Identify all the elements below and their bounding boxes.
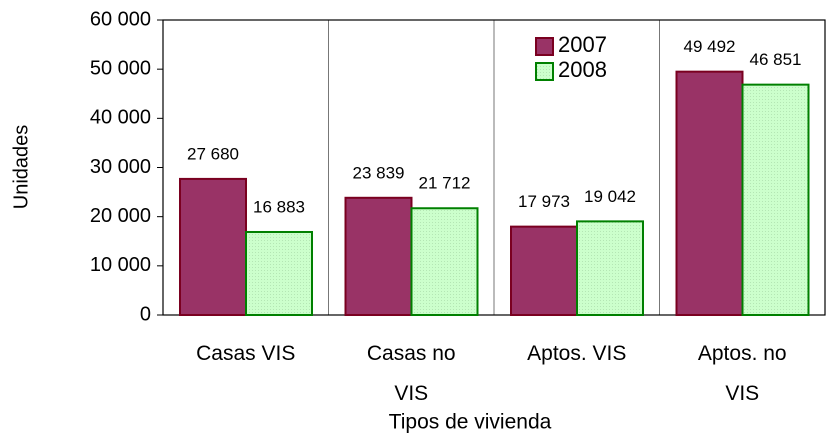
plot-frame [162,19,826,316]
bar [344,196,413,316]
y-tick-label: 30 000 [90,156,151,178]
legend-label: 2008 [558,57,607,82]
y-tick-label: 40 000 [90,107,151,129]
x-tick-label: Aptos. no VIS [697,342,787,405]
x-tick-label: Casas VIS [196,342,296,365]
y-tick-label: 0 [140,303,151,325]
bar [675,70,744,316]
y-tick-label: 10 000 [90,254,151,276]
y-tick-label: 20 000 [90,205,151,227]
bar [245,230,313,316]
bar [510,225,578,316]
data-label: 19 042 [584,187,636,206]
data-label: 16 883 [253,197,305,216]
legend-label: 2007 [558,32,607,57]
x-tick-label: Casas no VIS [366,342,456,405]
data-label: 17 973 [518,192,570,211]
legend-swatch [535,37,554,56]
data-label: 27 680 [187,144,239,163]
y-axis-title: Unidades [10,125,32,210]
data-label: 49 492 [684,37,736,56]
data-label: 23 839 [353,163,405,182]
x-tick-label: Aptos. VIS [527,342,627,365]
bar [179,177,247,316]
y-tick-label: 50 000 [90,57,151,79]
bar [741,83,810,316]
data-label: 21 712 [419,174,471,193]
legend-swatch [535,62,554,81]
bar [410,207,479,316]
x-axis-title: Tipos de vivienda [389,411,552,434]
y-tick-label: 60 000 [90,8,151,30]
bar [576,220,644,316]
data-label: 46 851 [750,50,802,69]
